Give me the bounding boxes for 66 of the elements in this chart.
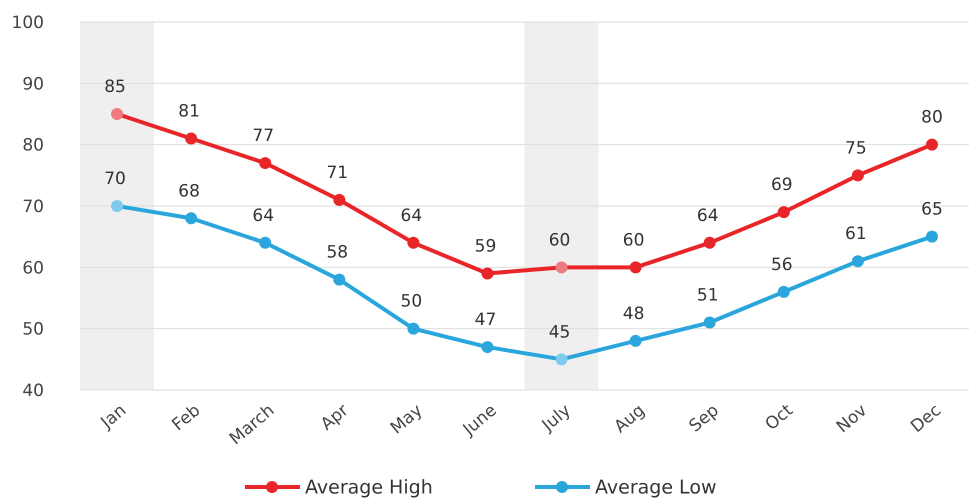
data-label: 64 bbox=[696, 206, 719, 226]
point bbox=[333, 194, 346, 206]
point bbox=[852, 255, 864, 268]
data-label: 64 bbox=[400, 206, 422, 226]
data-label: 61 bbox=[845, 224, 867, 244]
point bbox=[630, 261, 642, 274]
y-tick-label: 50 bbox=[22, 320, 44, 340]
point bbox=[407, 322, 420, 335]
data-label: 77 bbox=[252, 126, 274, 146]
point bbox=[556, 261, 568, 274]
point bbox=[185, 132, 198, 145]
point bbox=[852, 169, 864, 182]
data-label: 65 bbox=[921, 200, 943, 220]
y-tick-label: 70 bbox=[22, 196, 44, 217]
y-tick-label: 60 bbox=[22, 258, 44, 278]
x-tick-label: Apr bbox=[317, 400, 353, 435]
point bbox=[926, 138, 938, 151]
data-label: 60 bbox=[622, 230, 644, 250]
data-label: 45 bbox=[548, 322, 570, 342]
x-tick-label: Oct bbox=[762, 400, 798, 435]
data-label: 59 bbox=[474, 236, 496, 256]
data-label: 50 bbox=[400, 292, 422, 312]
x-tick-label: Feb bbox=[168, 400, 204, 436]
data-label: 58 bbox=[326, 242, 348, 263]
point bbox=[704, 316, 716, 329]
x-tick-label: May bbox=[386, 400, 427, 438]
point bbox=[407, 236, 420, 249]
data-label: 71 bbox=[326, 162, 348, 183]
point bbox=[778, 286, 790, 298]
x-tick-label: Dec bbox=[907, 400, 946, 437]
point bbox=[630, 334, 642, 347]
x-tick-label: Sep bbox=[686, 400, 723, 436]
y-tick-label: 90 bbox=[22, 74, 44, 94]
legend-label: Average High bbox=[305, 476, 433, 499]
point bbox=[556, 353, 568, 366]
point bbox=[259, 236, 272, 249]
point bbox=[778, 206, 790, 218]
data-label: 51 bbox=[696, 286, 719, 306]
x-tick-label: Aug bbox=[610, 400, 649, 438]
point bbox=[481, 341, 494, 354]
point bbox=[185, 212, 198, 224]
data-label: 85 bbox=[104, 77, 126, 97]
point bbox=[111, 108, 124, 120]
point bbox=[111, 200, 124, 212]
legend-label: Average Low bbox=[595, 476, 716, 499]
data-label: 64 bbox=[252, 206, 274, 226]
data-label: 70 bbox=[104, 169, 126, 189]
point bbox=[259, 157, 272, 170]
data-label: 60 bbox=[548, 230, 570, 250]
data-label: 48 bbox=[622, 304, 644, 324]
x-tick-label: Jan bbox=[96, 400, 130, 434]
y-tick-label: 100 bbox=[12, 12, 44, 33]
data-label: 80 bbox=[921, 108, 943, 128]
data-label: 68 bbox=[178, 181, 200, 202]
point bbox=[481, 267, 494, 280]
data-label: 47 bbox=[474, 310, 496, 330]
data-label: 75 bbox=[845, 138, 867, 158]
data-label: 81 bbox=[178, 102, 200, 122]
y-tick-label: 80 bbox=[22, 136, 44, 156]
x-tick-label: Nov bbox=[832, 400, 872, 438]
point bbox=[704, 236, 716, 249]
y-tick-label: 40 bbox=[22, 380, 44, 401]
data-label: 56 bbox=[770, 254, 793, 275]
data-label: 69 bbox=[770, 175, 793, 196]
point bbox=[926, 230, 938, 243]
point bbox=[333, 274, 346, 286]
